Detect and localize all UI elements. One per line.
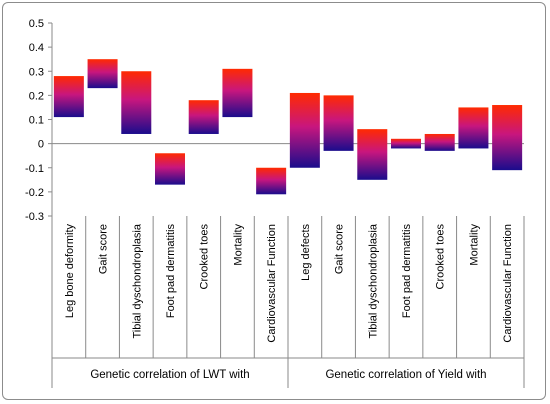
y-tick-label: 0 <box>38 139 44 151</box>
bar <box>87 59 118 89</box>
category-label: Tibial dyschondroplasia <box>131 223 143 338</box>
category-label: Gait score <box>98 224 110 274</box>
bar <box>289 92 320 168</box>
category-label: Leg defects <box>300 224 312 281</box>
bar <box>492 105 523 171</box>
group-label: Genetic correlation of LWT with <box>90 369 249 381</box>
category-label: Cardiovascular Function <box>266 224 278 343</box>
category-label: Foot pad dermatitis <box>401 224 413 319</box>
y-tick-label: -0.1 <box>25 163 44 175</box>
group-label: Genetic correlation of Yield with <box>325 369 486 381</box>
category-label: Foot pad dermatitis <box>165 224 177 319</box>
bar <box>424 133 455 151</box>
y-tick-label: 0.3 <box>29 66 44 78</box>
category-label: Tibial dyschondroplasia <box>367 223 379 338</box>
y-tick-label: 0.5 <box>29 18 44 30</box>
bar <box>188 100 219 134</box>
bar <box>357 129 388 180</box>
y-tick-label: -0.3 <box>25 211 44 223</box>
category-label: Crooked toes <box>199 224 211 290</box>
category-label: Gait score <box>334 224 346 274</box>
y-tick-label: 0.2 <box>29 90 44 102</box>
category-label: Mortality <box>232 224 244 266</box>
bar <box>256 167 287 195</box>
bar <box>391 138 421 149</box>
category-label: Cardiovascular Function <box>502 224 514 343</box>
category-label: Crooked toes <box>435 224 447 290</box>
y-tick-label: 0.4 <box>29 42 44 54</box>
category-label: Leg bone deformity <box>64 224 76 319</box>
bar <box>323 95 354 151</box>
y-tick-label: 0.1 <box>29 115 44 127</box>
bar <box>121 71 152 134</box>
bar <box>458 107 489 149</box>
y-tick-label: -0.2 <box>25 187 44 199</box>
bar <box>53 76 84 118</box>
category-label: Mortality <box>468 224 480 266</box>
bar <box>155 153 185 185</box>
bar <box>222 68 253 118</box>
